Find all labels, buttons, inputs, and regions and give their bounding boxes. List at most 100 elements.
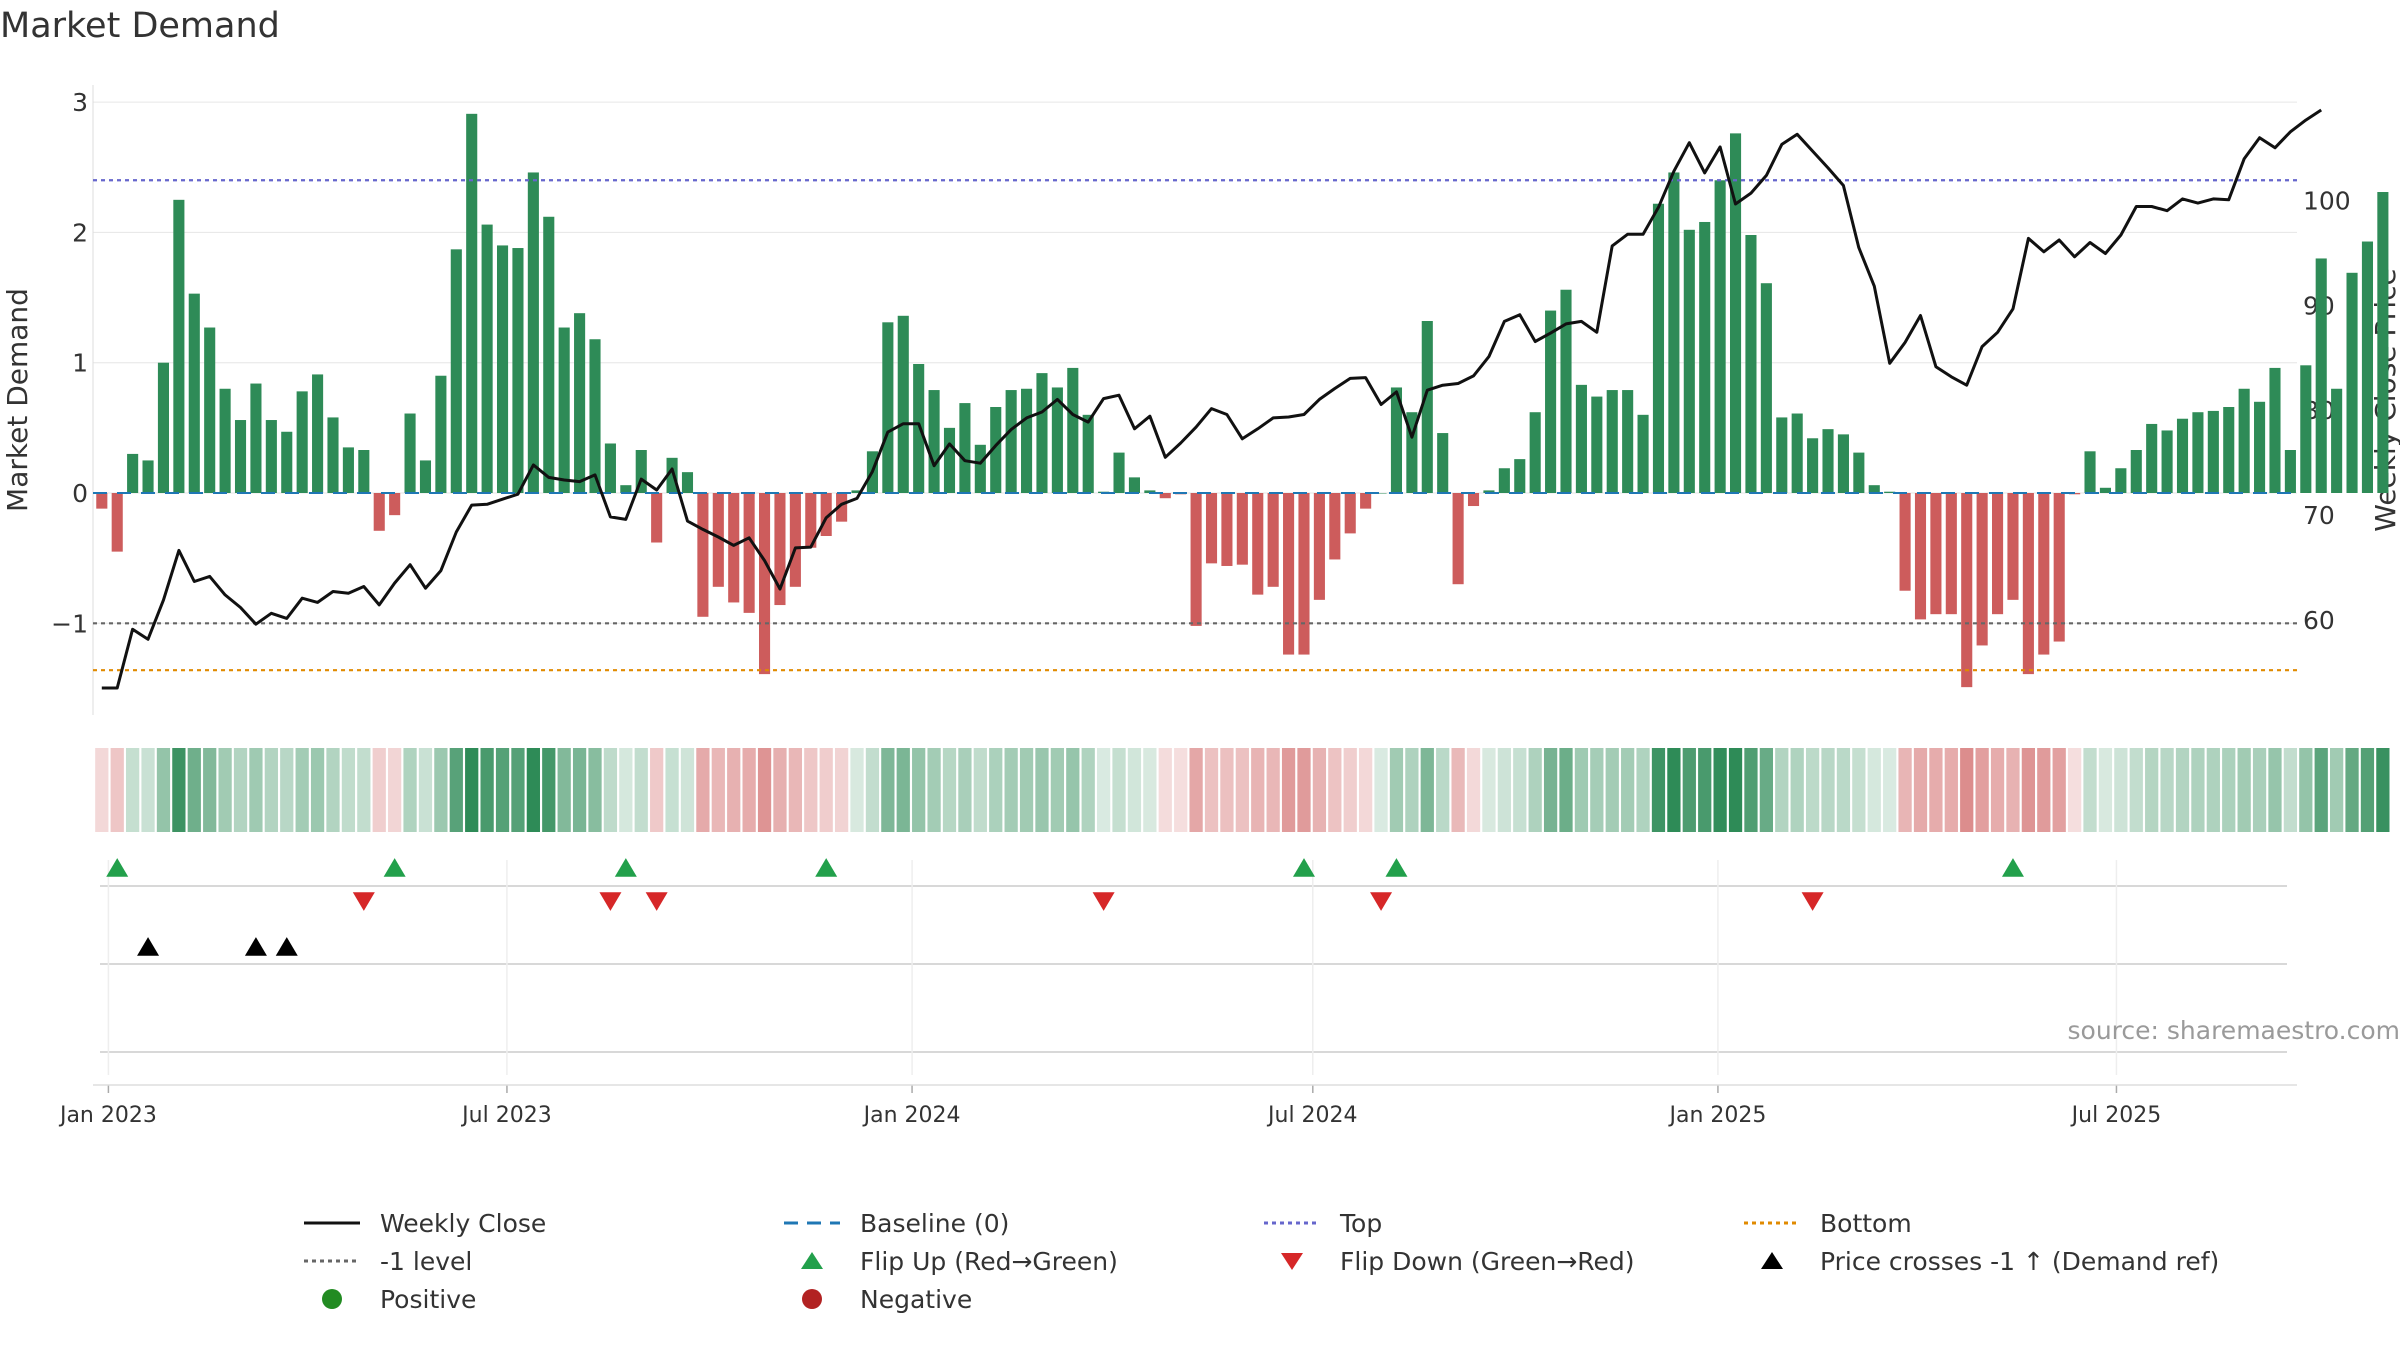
demand-bar (404, 413, 416, 493)
heat-cell (449, 748, 463, 832)
x-tick-label: Jan 2024 (862, 1103, 961, 1128)
heat-cell (650, 748, 664, 832)
heat-cell (326, 748, 340, 832)
heat-cell (850, 748, 864, 832)
demand-bar (666, 457, 678, 493)
demand-bar (851, 490, 863, 493)
heat-cell (1096, 748, 1111, 832)
demand-bar (312, 374, 324, 493)
heat-cell (819, 748, 833, 832)
heat-cell (465, 748, 479, 832)
heat-cell (95, 748, 109, 832)
heat-cell (2114, 748, 2128, 832)
heat-cell (310, 748, 325, 832)
demand-bar (1360, 493, 1372, 509)
demand-bar (1668, 172, 1680, 493)
heat-cell (1251, 748, 1265, 832)
demand-bar (142, 460, 154, 493)
legend-item-bottom: Bottom (1740, 1205, 1912, 1241)
heat-cell (2345, 748, 2359, 832)
heat-cell (788, 748, 803, 832)
demand-bar (1221, 493, 1233, 566)
heat-cell (1667, 748, 1681, 832)
y-axis-label: Market Demand (1, 288, 34, 512)
demand-bar (2284, 450, 2296, 493)
flip-up-marker (1292, 858, 1315, 877)
heat-cell (1513, 748, 1527, 832)
heat-cell (187, 748, 201, 832)
demand-bar (820, 493, 832, 536)
heat-cell (1929, 748, 1943, 832)
heat-cell (1775, 748, 1789, 832)
heat-cell (881, 748, 895, 832)
heat-cell (2330, 748, 2344, 832)
heat-cell (1728, 748, 1743, 832)
demand-bar (2300, 365, 2312, 493)
demand-bar (928, 390, 940, 493)
heat-cell (1066, 748, 1080, 832)
demand-bar (1760, 283, 1772, 493)
demand-bar (2361, 241, 2374, 493)
heat-cell (1266, 748, 1280, 832)
heat-cell (1158, 748, 1172, 832)
demand-bar (2238, 388, 2250, 493)
heat-cell (2299, 748, 2313, 832)
heat-cell (172, 748, 186, 832)
heat-cell (834, 748, 849, 832)
demand-bar (882, 322, 894, 493)
heat-cell (2252, 748, 2267, 832)
demand-bar (1082, 414, 1094, 493)
y-tick-label: 1 (72, 349, 88, 378)
demand-bar (2022, 493, 2034, 675)
demand-bar (574, 313, 586, 493)
demand-bar (697, 493, 709, 617)
heat-cell (1436, 748, 1450, 832)
legend-label: Negative (860, 1284, 973, 1314)
demand-bar (127, 453, 139, 493)
heat-cell (680, 748, 695, 832)
demand-bar (2377, 192, 2389, 493)
heat-cell (742, 748, 756, 832)
demand-bar (836, 493, 848, 522)
flip-up-marker (2001, 858, 2024, 877)
demand-bar (558, 327, 570, 493)
demand-bar (2331, 388, 2343, 493)
demand-bar (327, 417, 339, 493)
chart-title: Market Demand (0, 6, 280, 46)
demand-bar (496, 245, 509, 493)
demand-bar (1745, 235, 1757, 494)
demand-bar (2130, 450, 2142, 493)
demand-bar (1067, 367, 1079, 493)
demand-bar (543, 216, 555, 494)
flip-up-marker (614, 858, 637, 877)
demand-bar (2053, 493, 2065, 642)
heat-cell (1713, 748, 1727, 832)
demand-bar (1992, 493, 2004, 615)
flip-down-marker (1092, 892, 1115, 911)
heat-cell (1281, 748, 1296, 832)
demand-bar (265, 420, 277, 493)
demand-bar (1159, 493, 1171, 499)
demand-bar (1313, 493, 1325, 600)
heat-cell (280, 748, 294, 832)
heat-cell (1759, 748, 1773, 832)
demand-bar (2192, 412, 2204, 493)
heat-cell (1913, 748, 1928, 832)
heat-cell (295, 748, 309, 832)
heat-cell (2067, 748, 2082, 832)
heat-cell (557, 748, 571, 832)
heat-cell (1451, 748, 1465, 832)
demand-bar (1113, 452, 1125, 493)
legend-item-positive: Positive (300, 1281, 476, 1317)
demand-bar (1822, 429, 1834, 493)
heat-cell (1143, 748, 1157, 832)
legend-label: Baseline (0) (860, 1208, 1010, 1238)
demand-bar (466, 113, 478, 494)
heat-cell (1636, 748, 1650, 832)
demand-bar (1868, 485, 1880, 493)
demand-bar (1236, 493, 1248, 565)
heat-cell (2160, 748, 2174, 832)
heat-cell (1621, 748, 1635, 832)
demand-bar (1036, 373, 1048, 493)
demand-bar (1267, 493, 1279, 587)
